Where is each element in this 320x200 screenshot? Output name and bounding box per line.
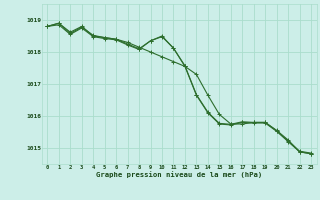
X-axis label: Graphe pression niveau de la mer (hPa): Graphe pression niveau de la mer (hPa) bbox=[96, 171, 262, 178]
